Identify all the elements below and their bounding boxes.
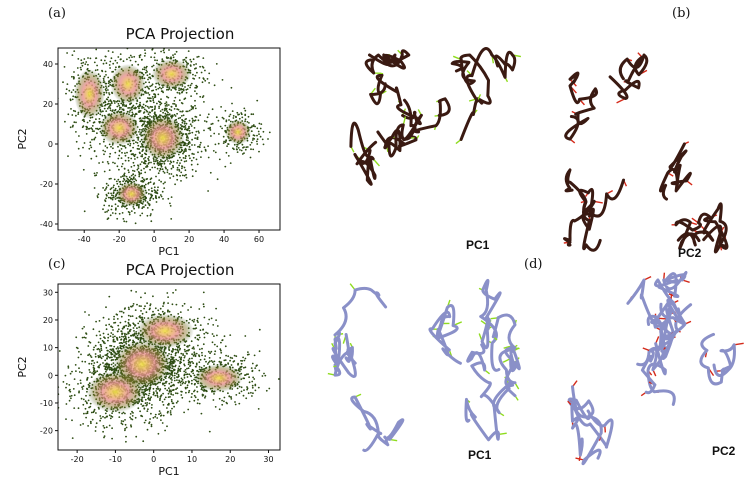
y-tick-label: -20: [40, 427, 53, 436]
scatter-points: [58, 289, 280, 443]
x-axis-label: PC1: [158, 465, 179, 478]
y-tick-label: 20: [43, 100, 53, 109]
y-tick-label: 10: [43, 344, 53, 353]
structure-label-top-left: PC1: [466, 238, 490, 252]
x-tick-label: -40: [78, 235, 91, 244]
x-tick-label: 10: [187, 455, 197, 464]
scatter-points: [58, 48, 271, 225]
pca-plot-2: -20 -10 0 10 20 30 -20 -10 0 10 20 30 PC1 PC2: [16, 283, 281, 478]
panel-label-a: (a): [48, 6, 66, 21]
x-axis-label: PC1: [158, 245, 179, 258]
protein-structure-bottom-right: [567, 270, 744, 466]
y-axis-label: PC2: [16, 128, 29, 149]
x-tick-label: 20: [184, 235, 194, 244]
x-tick-label: 30: [263, 455, 273, 464]
y-tick-label: 40: [43, 60, 53, 69]
x-tick-label: -20: [71, 455, 84, 464]
x-tick-label: 40: [219, 235, 229, 244]
pca-plot-1: -40 -20 0 20 40 60 -40 -20 0 20 40 PC1 PC2: [16, 47, 281, 258]
x-tick-label: 60: [254, 235, 264, 244]
y-tick-label: 0: [48, 371, 53, 380]
plot-title-bottom: PCA Projection: [125, 261, 235, 279]
x-tick-label: 0: [152, 235, 157, 244]
protein-structure-top-left: [349, 47, 522, 186]
x-tick-label: -20: [113, 235, 126, 244]
y-tick-label: -20: [40, 180, 53, 189]
y-tick-label: 20: [43, 316, 53, 325]
y-tick-label: -40: [40, 220, 53, 229]
y-tick-label: 30: [43, 288, 53, 297]
y-tick-label: -10: [40, 399, 53, 408]
y-tick-label: 0: [48, 140, 53, 149]
x-tick-label: 20: [225, 455, 235, 464]
y-axis-label: PC2: [16, 356, 29, 377]
x-tick-label: -10: [109, 455, 122, 464]
structure-label-bottom-left: PC1: [468, 448, 492, 462]
plot-title-top: PCA Projection: [125, 25, 235, 43]
protein-structure-top-right: [562, 52, 729, 254]
panel-label-d: (d): [524, 257, 543, 272]
panel-label-b: (b): [672, 6, 691, 21]
panel-label-c: (c): [48, 257, 66, 272]
protein-structure-bottom-left: [327, 278, 521, 453]
x-tick-label: 0: [151, 455, 156, 464]
structure-label-bottom-right: PC2: [712, 444, 736, 458]
structure-label-top-right: PC2: [678, 246, 702, 260]
